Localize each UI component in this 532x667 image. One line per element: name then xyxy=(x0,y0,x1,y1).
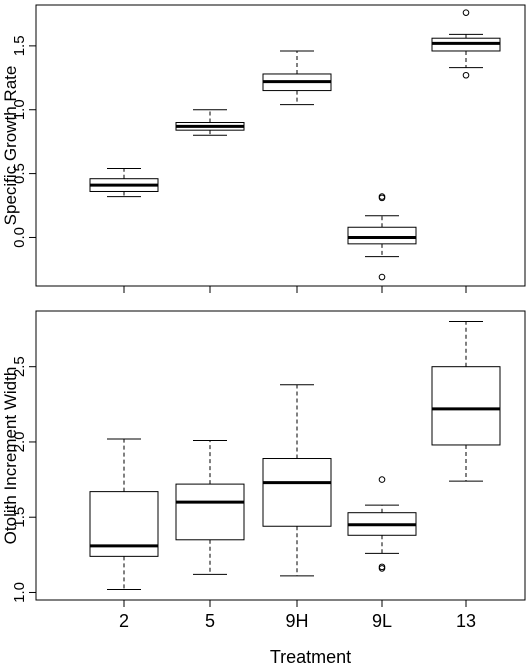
outlier-point xyxy=(378,273,386,281)
box-2 xyxy=(89,167,159,198)
box-9L xyxy=(347,193,417,281)
box-13 xyxy=(431,321,501,482)
x-tick-label: 2 xyxy=(119,611,129,631)
y-tick-label: 0.5 xyxy=(11,163,28,184)
y-tick-label: 1.0 xyxy=(11,582,28,603)
iqr-box xyxy=(431,366,501,446)
box-5 xyxy=(175,109,245,136)
x-tick-label: 9L xyxy=(372,611,392,631)
outlier-point xyxy=(378,565,386,572)
y-tick-label: 1.5 xyxy=(11,507,28,528)
iqr-box xyxy=(347,226,417,245)
plot-frame xyxy=(35,310,526,601)
plot-frame xyxy=(35,4,526,287)
y-tick-label: 2.0 xyxy=(11,432,28,453)
box-9H xyxy=(262,50,332,106)
y-tick-label: 0.0 xyxy=(11,227,28,248)
iqr-box xyxy=(262,458,332,527)
box-5 xyxy=(175,439,245,575)
outlier-point xyxy=(462,9,470,16)
box-9H xyxy=(262,384,332,577)
y-tick-label: 2.5 xyxy=(11,356,28,377)
outlier-point xyxy=(378,476,386,483)
x-tick-label: 13 xyxy=(456,611,476,631)
box-9L xyxy=(347,476,417,572)
x-axis-label: Treatment xyxy=(270,647,351,667)
outlier-point xyxy=(462,71,470,79)
y-tick-label: 1.5 xyxy=(11,35,28,56)
outlier-point xyxy=(378,194,386,202)
box-13 xyxy=(431,9,501,79)
y-tick-label: 1.0 xyxy=(11,99,28,120)
y-axis-label: Otolith Increment Width xyxy=(1,367,20,545)
iqr-box xyxy=(175,483,245,541)
box-2 xyxy=(89,438,159,590)
y-axis-label: Specific Growth Rate xyxy=(1,66,20,226)
x-tick-label: 9H xyxy=(285,611,308,631)
x-tick-label: 5 xyxy=(205,611,215,631)
chart-panel-1: 0.0 0.5 1.0 1.5 Specific Growth Rate xyxy=(1,4,526,293)
